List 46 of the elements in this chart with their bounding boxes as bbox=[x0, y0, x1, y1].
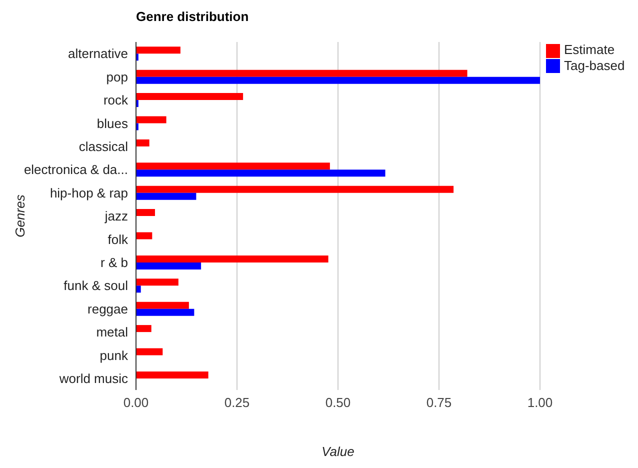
bar bbox=[136, 192, 196, 200]
chart-title: Genre distribution bbox=[136, 9, 249, 24]
y-tick-label: jazz bbox=[104, 208, 128, 224]
bar bbox=[136, 170, 386, 177]
y-tick-label: hip-hop & rap bbox=[50, 185, 128, 200]
bar bbox=[136, 93, 244, 100]
x-tick-label: 0.75 bbox=[426, 395, 452, 410]
bar bbox=[136, 76, 540, 84]
legend-label: Estimate bbox=[564, 42, 615, 57]
bar bbox=[136, 348, 163, 356]
x-axis-title: Value bbox=[322, 444, 354, 459]
x-tick-label: 0.00 bbox=[123, 395, 149, 410]
bar bbox=[136, 162, 330, 170]
y-tick-label: pop bbox=[106, 69, 128, 84]
x-tick-label: 0.50 bbox=[325, 395, 351, 410]
bar bbox=[136, 371, 208, 378]
y-tick-label: world music bbox=[58, 371, 128, 386]
bar bbox=[136, 232, 152, 240]
y-tick-label: rock bbox=[103, 92, 128, 108]
y-axis-title: Genres bbox=[12, 194, 28, 238]
y-tick-label: punk bbox=[100, 348, 128, 363]
bar bbox=[136, 255, 328, 262]
y-tick-label: alternative bbox=[68, 46, 128, 62]
y-tick-label: reggae bbox=[88, 301, 128, 316]
bar bbox=[136, 308, 194, 316]
x-tick-label: 0.25 bbox=[224, 395, 250, 410]
bar bbox=[136, 325, 152, 332]
bar bbox=[136, 139, 150, 146]
bar bbox=[136, 186, 454, 193]
y-tick-label: funk & soul bbox=[64, 278, 128, 294]
legend-label: Tag-based bbox=[564, 58, 625, 73]
y-tick-label: folk bbox=[108, 232, 128, 247]
y-tick-label: electronica & da... bbox=[24, 162, 128, 178]
y-tick-label: classical bbox=[78, 139, 128, 154]
bar bbox=[136, 262, 202, 270]
x-tick-label: 1.00 bbox=[527, 395, 553, 410]
y-tick-label: r & b bbox=[100, 255, 128, 270]
y-tick-label: metal bbox=[96, 324, 128, 340]
bar bbox=[136, 278, 178, 286]
bar bbox=[136, 116, 166, 124]
bar bbox=[136, 302, 189, 309]
y-tick-label: blues bbox=[96, 116, 128, 131]
bar bbox=[136, 209, 155, 216]
bar bbox=[136, 70, 468, 77]
bar bbox=[136, 46, 180, 54]
bar bbox=[136, 286, 141, 293]
